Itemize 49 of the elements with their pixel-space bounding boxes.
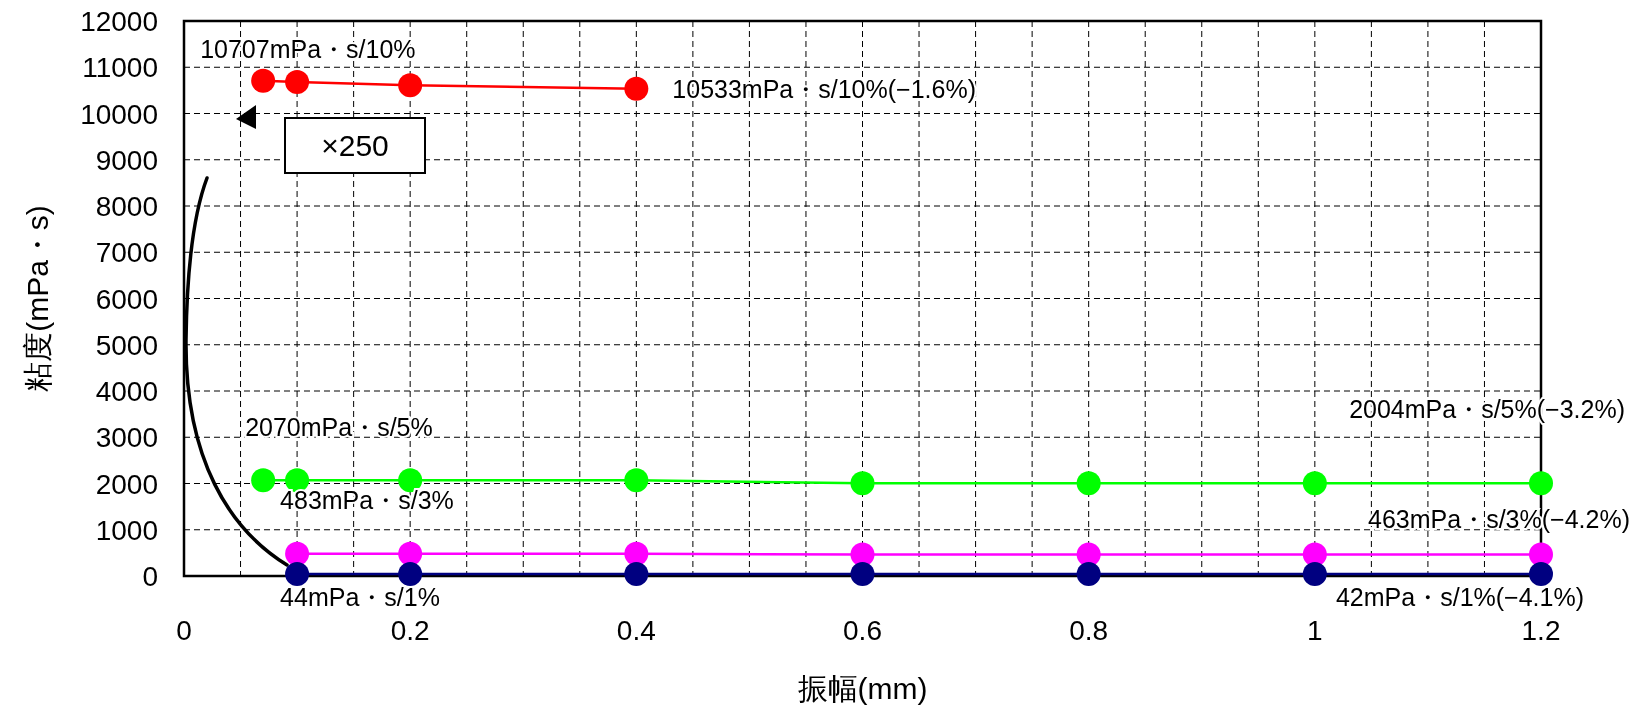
y-tick-label: 3000: [95, 422, 158, 454]
y-tick-label: 9000: [95, 144, 158, 176]
annotation: 10533mPa・s/10%(−1.6%): [672, 74, 976, 103]
y-tick-label: 8000: [95, 191, 158, 222]
point: [398, 73, 423, 98]
x-tick-label: 1.2: [1521, 615, 1561, 646]
x-axis-title: 振幅(mm): [797, 672, 928, 705]
x-tick-label: 0.8: [1069, 615, 1109, 646]
annotation: 483mPa・s/3%: [280, 485, 454, 514]
annotation: 44mPa・s/1%: [280, 582, 440, 611]
y-tick-label: 5000: [95, 329, 158, 361]
point: [285, 561, 310, 586]
point: [624, 468, 649, 493]
y-tick-label: 1000: [95, 514, 158, 546]
y-tick-label: 11000: [82, 52, 158, 84]
point: [850, 471, 875, 496]
y-tick-label: 0: [142, 561, 158, 592]
point: [1302, 471, 1327, 496]
y-tick-label: 7000: [95, 237, 158, 269]
point: [251, 468, 276, 493]
y-tick-label: 4000: [95, 376, 158, 407]
point: [624, 76, 649, 101]
x-tick-label: 0.4: [616, 615, 656, 646]
point: [1529, 562, 1553, 587]
x-tick-label: 0.6: [843, 615, 882, 646]
annotation: 42mPa・s/1%(−4.1%): [1335, 583, 1584, 612]
x-tick-label: 0: [176, 615, 192, 646]
x-tick-label: 1: [1307, 615, 1323, 646]
x-tick-label: 0.2: [390, 615, 430, 646]
point: [1076, 562, 1101, 587]
y-tick-label: 2000: [95, 468, 158, 500]
point: [850, 562, 875, 587]
y-tick-label: 12000: [80, 6, 158, 37]
point: [398, 541, 423, 566]
annotation: ×250: [321, 129, 389, 162]
point: [624, 561, 649, 586]
point: [1076, 471, 1101, 496]
point: [285, 541, 310, 566]
point: [624, 541, 649, 566]
y-tick-label: 10000: [80, 98, 158, 130]
point: [1529, 471, 1553, 496]
point: [398, 561, 423, 586]
point: [1302, 562, 1327, 587]
annotation: 2070mPa・s/5%: [245, 413, 433, 442]
point: [285, 70, 310, 95]
point: [251, 68, 276, 93]
y-tick-label: 6000: [95, 283, 158, 315]
y-axis-title: 粘度(mPa・s): [21, 205, 54, 392]
annotation: 10707mPa・s/10%: [200, 34, 416, 63]
